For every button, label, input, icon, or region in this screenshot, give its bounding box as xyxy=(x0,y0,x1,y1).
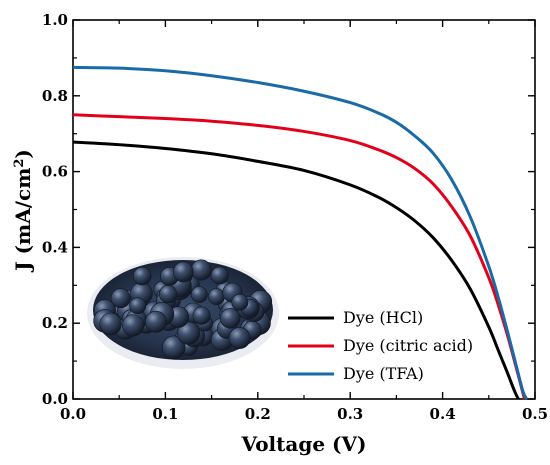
x-tick-label: 0.3 xyxy=(337,405,363,423)
y-tick-label: 0.0 xyxy=(42,390,68,408)
x-tick-label: 0.2 xyxy=(245,405,271,423)
berry xyxy=(190,286,208,304)
y-tick-labels: 0.0 0.2 0.4 0.6 0.8 1.0 xyxy=(42,11,68,408)
data-curves xyxy=(72,65,529,400)
berry xyxy=(110,288,131,309)
berry xyxy=(159,285,178,304)
y-axis-title-sup: 2 xyxy=(12,159,27,168)
curve-hcl xyxy=(72,140,520,400)
y-tick-label: 0.2 xyxy=(42,314,68,332)
x-tick-label: 0.0 xyxy=(60,405,86,423)
y-tick-label: 0.4 xyxy=(42,238,68,256)
berry xyxy=(190,259,212,281)
x-tick-label: 0.1 xyxy=(152,405,178,423)
y-tick-label: 0.6 xyxy=(42,163,68,181)
berry xyxy=(231,293,249,311)
berry xyxy=(99,312,122,336)
legend: Dye (HCl) Dye (citric acid) Dye (TFA) xyxy=(288,308,473,383)
berry xyxy=(145,310,167,333)
y-axis-title-close: ) xyxy=(11,149,35,158)
berry xyxy=(228,327,251,349)
x-axis-title: Voltage (V) xyxy=(241,432,367,456)
blueberries-photo xyxy=(87,257,279,369)
x-tick-label: 0.4 xyxy=(430,405,456,423)
y-axis-title-main: J (mA/cm xyxy=(11,168,35,273)
x-tick-label: 0.5 xyxy=(522,405,548,423)
legend-label-hcl: Dye (HCl) xyxy=(343,308,423,327)
berry xyxy=(220,308,241,329)
axis-ticks xyxy=(72,19,536,400)
berry xyxy=(173,261,194,283)
berry xyxy=(210,266,229,285)
berry xyxy=(133,266,152,286)
berry xyxy=(162,335,186,359)
y-tick-label: 1.0 xyxy=(42,11,68,29)
y-tick-label: 0.8 xyxy=(42,87,68,105)
y-axis-title: J (mA/cm2) xyxy=(11,149,35,273)
legend-label-tfa: Dye (TFA) xyxy=(343,364,424,383)
berry xyxy=(192,306,211,325)
berry xyxy=(122,314,145,337)
x-tick-labels: 0.0 0.1 0.2 0.3 0.4 0.5 xyxy=(60,405,548,423)
berry xyxy=(177,321,201,345)
curve-tfa xyxy=(72,65,529,400)
berry xyxy=(208,288,225,306)
berry xyxy=(129,297,147,315)
legend-label-citric-acid: Dye (citric acid) xyxy=(343,336,473,355)
